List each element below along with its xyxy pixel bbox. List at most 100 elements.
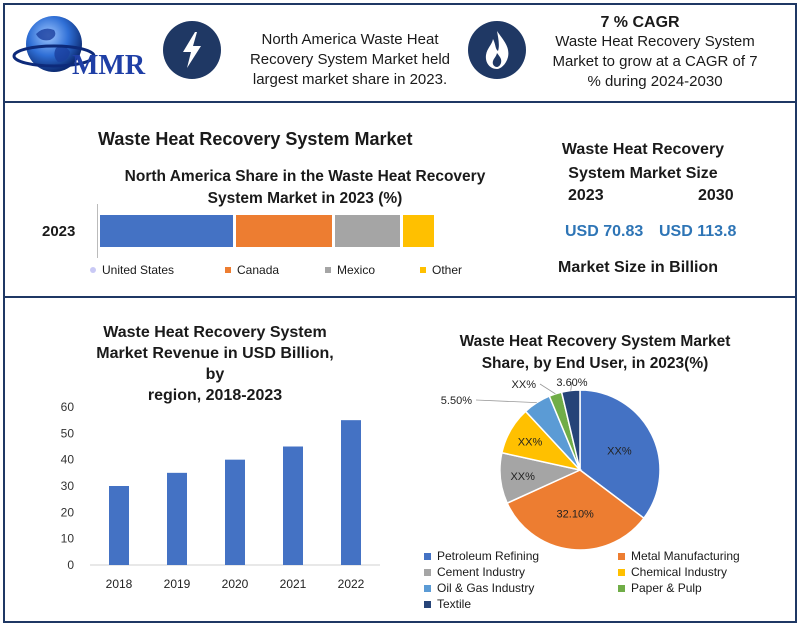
x-tick-label: 2020 [222, 577, 249, 591]
share-axis-line [97, 204, 98, 258]
y-tick-label: 0 [67, 558, 74, 572]
title-line: Waste Heat Recovery [561, 141, 725, 158]
pie-data-label: XX% [518, 436, 543, 448]
legend-swatch [424, 584, 431, 592]
market-size-value-2030: USD 113.8 [659, 223, 737, 240]
revenue-bar-chart: 0 10 20 30 40 50 60 2018 2019 2020 2021 2022 [61, 400, 380, 591]
lightning-icon [183, 32, 201, 68]
mmr-logo: MMR [12, 12, 152, 82]
share-legend-item: Other [420, 263, 462, 277]
legend-label: Cement Industry [437, 565, 526, 579]
pie-data-label: 5.50% [441, 395, 472, 407]
pie-data-label: XX% [512, 379, 537, 391]
fact-line: Waste Heat Recovery System [555, 33, 755, 50]
pie-legend-item: Cement Industry [424, 565, 525, 579]
y-tick-label: 40 [61, 453, 75, 467]
legend-swatch [618, 584, 625, 592]
y-tick-label: 20 [61, 505, 75, 519]
pie-chart-title: Waste Heat Recovery System Market Share,… [440, 331, 750, 375]
market-size-year-2030: 2030 [698, 187, 734, 204]
legend-label: Mexico [337, 263, 376, 277]
legend-label: Paper & Pulp [631, 581, 702, 595]
pie-legend-item: Oil & Gas Industry [424, 581, 534, 595]
fact-line: Market to grow at a CAGR of 7 [552, 53, 758, 70]
revenue-bar [109, 486, 129, 565]
legend-label: United States [102, 263, 175, 277]
legend-label: Canada [237, 263, 280, 277]
share-segment [402, 215, 434, 247]
legend-swatch [325, 267, 331, 273]
legend-swatch [90, 267, 96, 273]
title-line: Share, by End User, in 2023(%) [481, 355, 709, 372]
title-line: System Market Size [568, 165, 718, 182]
legend-swatch [225, 267, 231, 273]
flame-icon [485, 31, 509, 69]
infographic-frame [3, 3, 797, 623]
pie-legend-item: Petroleum Refining [424, 549, 539, 563]
title-line: North America Share in the Waste Heat Re… [124, 168, 486, 185]
pie-data-label: XX% [607, 445, 632, 457]
pie-leader-line [539, 383, 556, 395]
legend-label: Oil & Gas Industry [437, 581, 535, 595]
market-size-footer: Market Size in Billion [558, 259, 719, 276]
share-legend-item: Mexico [325, 263, 375, 277]
revenue-bar [167, 472, 187, 565]
share-segment [100, 215, 233, 247]
legend-label: Textile [437, 597, 472, 611]
title-line: Waste Heat Recovery System [103, 324, 327, 341]
fact-line: Recovery System Market held [249, 51, 451, 68]
legend-swatch [618, 568, 625, 576]
legend-label: Chemical Industry [631, 565, 728, 579]
pie-data-label: 32.10% [557, 509, 595, 521]
legend-swatch [618, 552, 625, 560]
legend-swatch [424, 552, 431, 560]
share-row-label: 2023 [42, 223, 76, 240]
market-size-title: Waste Heat Recovery System Market Size [548, 138, 738, 186]
pie-legend-item: Metal Manufacturing [618, 549, 740, 563]
legend-swatch [424, 568, 431, 576]
fact-line: % during 2024-2030 [587, 73, 723, 90]
fact-cagr: Waste Heat Recovery System Market to gro… [535, 32, 775, 92]
title-line: System Market in 2023 (%) [207, 190, 403, 207]
revenue-bar [341, 420, 361, 565]
market-size-year-2023: 2023 [568, 187, 604, 204]
pie-legend-item: Paper & Pulp [618, 581, 702, 595]
market-size-value-2023: USD 70.83 [565, 223, 644, 240]
share-segment [334, 215, 400, 247]
legend-label: Petroleum Refining [437, 549, 540, 563]
title-line: region, 2018-2023 [147, 387, 283, 404]
share-segment [236, 215, 332, 247]
fact-line: North America Waste Heat [261, 31, 439, 48]
pie-slice [506, 469, 645, 551]
revenue-chart-title: Waste Heat Recovery System Market Revenu… [85, 322, 345, 406]
x-tick-label: 2019 [164, 577, 191, 591]
main-title: Waste Heat Recovery System Market [98, 129, 413, 149]
logo-text: MMR [72, 50, 146, 81]
pie-data-label: XX% [510, 471, 535, 483]
legend-swatch [424, 600, 431, 608]
globe-icon [12, 16, 96, 72]
fact-north-america: North America Waste Heat Recovery System… [240, 30, 460, 90]
y-tick-label: 30 [61, 479, 75, 493]
share-chart-title: North America Share in the Waste Heat Re… [95, 166, 515, 210]
share-legend-item: Canada [225, 263, 279, 277]
title-line: Market Revenue in USD Billion, by [96, 345, 334, 383]
pie-data-label: 3.60% [556, 377, 587, 389]
x-tick-label: 2018 [106, 577, 133, 591]
x-tick-label: 2021 [280, 577, 307, 591]
middle-divider [5, 296, 795, 298]
pie-legend-item: Textile [424, 597, 471, 611]
header-divider [5, 101, 795, 103]
fact-line: largest market share in 2023. [252, 71, 448, 88]
share-legend-item: United States [90, 263, 174, 277]
pie-legend-item: Chemical Industry [618, 565, 727, 579]
cagr-title: 7 % CAGR [600, 14, 680, 31]
y-tick-label: 50 [61, 426, 75, 440]
revenue-bar [283, 446, 303, 565]
legend-swatch [420, 267, 426, 273]
legend-label: Other [432, 263, 463, 277]
end-user-pie-chart: XX% 32.10% XX% XX% 5.50% XX% 3.60% [441, 377, 661, 551]
title-line: Waste Heat Recovery System Market [459, 333, 731, 350]
y-tick-label: 10 [61, 532, 75, 546]
flame-icon-badge [468, 21, 526, 79]
